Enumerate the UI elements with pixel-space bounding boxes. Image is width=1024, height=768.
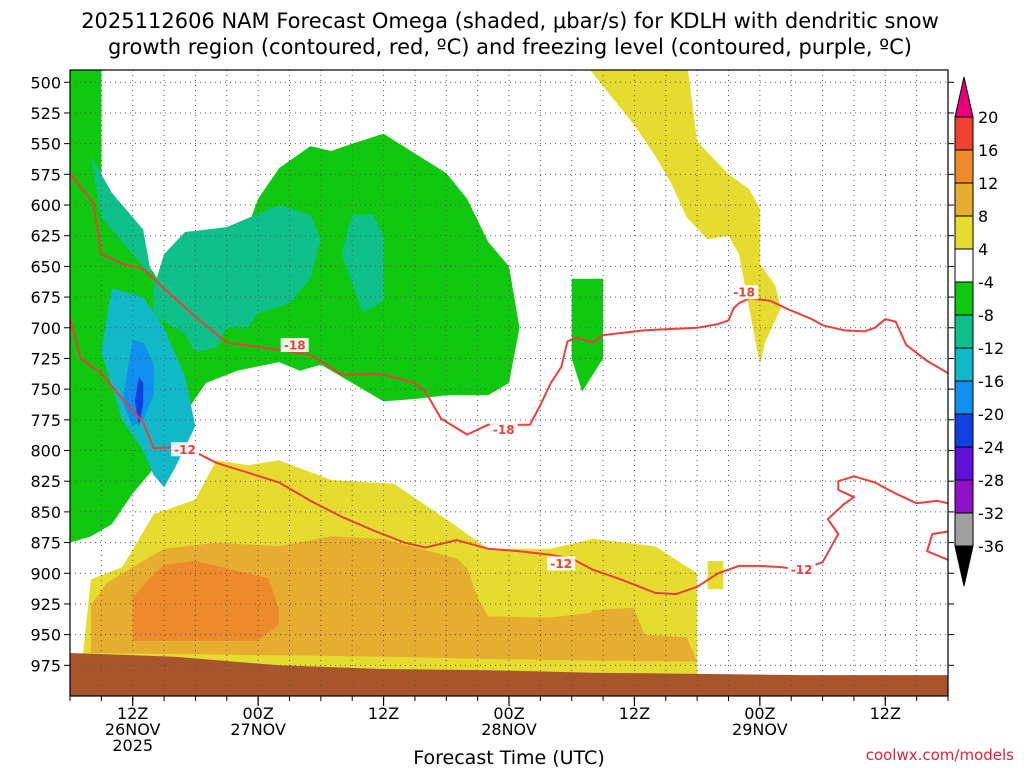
- colorbar-label-8: -16: [978, 372, 1004, 391]
- omega-region-neg12_neg8-9: [341, 214, 384, 313]
- colorbar-box-neg8_neg4: [954, 281, 974, 316]
- y-tick-label-975: 975: [30, 656, 61, 675]
- colorbar-label-3: 8: [978, 207, 988, 226]
- omega-region-neg24_neg20-12: [134, 376, 144, 426]
- omega-region-neg20_neg16-11: [122, 340, 154, 426]
- contour-label-4: -12: [550, 557, 572, 571]
- colorbar-label-9: -20: [978, 405, 1004, 424]
- omega-region-neg8_neg4-7: [571, 278, 604, 392]
- y-tick-label-900: 900: [30, 564, 61, 583]
- colorbar-label-0: 20: [978, 108, 998, 127]
- x-tick-label-66-l1: 00Z: [744, 704, 775, 723]
- y-tick-label-950: 950: [30, 626, 61, 645]
- colorbar-label-5: -4: [978, 273, 994, 292]
- contour-label-bg-3: [170, 442, 199, 457]
- title-line-2: growth region (contoured, red, ºC) and f…: [108, 35, 912, 59]
- colorbar-box-8_12: [954, 182, 974, 217]
- omega-region-8_12-4: [582, 607, 635, 645]
- contour-label-3: -12: [174, 443, 196, 457]
- y-tick-label-825: 825: [30, 472, 61, 491]
- colorbar-label-10: -24: [978, 438, 1004, 457]
- contour-label-bg-1: [489, 422, 518, 437]
- x-tick-label-6-l1: 12Z: [117, 704, 148, 723]
- y-tick-label-500: 500: [30, 73, 61, 92]
- contour-labels: -18 -18 -18 -12 -12 -12: [170, 285, 816, 577]
- colorbar-label-13: -36: [978, 537, 1004, 556]
- contour-label-bg-0: [280, 337, 309, 352]
- x-tick-label-6-l2: 26NOV: [105, 720, 161, 739]
- colorbar-label-1: 16: [978, 141, 998, 160]
- y-tick-label-875: 875: [30, 534, 61, 553]
- contour-label-1: -18: [493, 423, 515, 437]
- colorbar-bottom-arrow: [954, 545, 974, 587]
- omega-region-12_16-5: [132, 561, 279, 641]
- x-tick-label-78-l1: 12Z: [870, 704, 901, 723]
- x-tick-label-18-l2: 27NOV: [230, 720, 286, 739]
- colorbar-box-neg16_neg12: [954, 347, 974, 382]
- colorbar-top-arrow: [954, 76, 974, 118]
- site-credit: coolwx.com/models: [866, 746, 1014, 764]
- y-tick-label-800: 800: [30, 442, 61, 461]
- y-tick-label-650: 650: [30, 257, 61, 276]
- y-tick-label-525: 525: [30, 104, 61, 123]
- y-tick-label-750: 750: [30, 380, 61, 399]
- contour-label-bg-5: [787, 562, 816, 577]
- colorbar-label-7: -12: [978, 339, 1004, 358]
- colorbar-legend: 20 16 12 8 4 -4 -8 -12 -16 -20 -24 -28 -32 -36: [954, 76, 1004, 587]
- colorbar-label-2: 12: [978, 174, 998, 193]
- x-tick-label-66-l2: 29NOV: [732, 720, 788, 739]
- y-tick-label-925: 925: [30, 595, 61, 614]
- y-tick-label-600: 600: [30, 196, 61, 215]
- x-tick-label-6-l3: 2025: [112, 736, 153, 755]
- pressure-axis: 500 525 550 575 600 625 650 675 700 725 750 775 800 8…: [30, 73, 954, 675]
- colorbar-label-6: -8: [978, 306, 994, 325]
- contour-label-bg-2: [730, 285, 759, 300]
- y-tick-label-700: 700: [30, 319, 61, 338]
- omega-region-neg8_neg4-6: [70, 70, 520, 543]
- colorbar-box-12_16: [954, 149, 974, 184]
- x-tick-label-42-l2: 28NOV: [481, 720, 537, 739]
- y-tick-label-550: 550: [30, 135, 61, 154]
- x-tick-label-30-l1: 12Z: [368, 704, 399, 723]
- omega-region-neg12_neg8-8: [70, 131, 321, 353]
- y-tick-label-675: 675: [30, 288, 61, 307]
- y-tick-label-625: 625: [30, 227, 61, 246]
- omega-shading: [70, 70, 781, 678]
- colorbar-box-neg4_4: [954, 248, 974, 283]
- title-line-1: 2025112606 NAM Forecast Omega (shaded, μ…: [81, 9, 939, 33]
- y-tick-label-850: 850: [30, 503, 61, 522]
- isotherm--12-2: [926, 530, 948, 561]
- isotherm--18-0: [70, 172, 948, 436]
- colorbar-box-neg28_neg24: [954, 446, 974, 481]
- omega-region-4_8-2: [590, 70, 781, 365]
- colorbar-box-neg12_neg8: [954, 314, 974, 349]
- x-tick-label-54-l1: 12Z: [619, 704, 650, 723]
- colorbar-label-12: -32: [978, 504, 1004, 523]
- y-tick-label-775: 775: [30, 411, 61, 430]
- colorbar-box-neg32_neg28: [954, 479, 974, 514]
- isotherm-contours: [70, 172, 948, 596]
- colorbar-box-16_20: [954, 116, 974, 151]
- y-tick-label-575: 575: [30, 165, 61, 184]
- colorbar-box-neg24_neg20: [954, 413, 974, 448]
- contour-label-bg-4: [547, 556, 576, 571]
- colorbar-box-neg20_neg16: [954, 380, 974, 415]
- isotherm--12-1: [70, 317, 948, 596]
- x-tick-label-42-l1: 00Z: [493, 704, 524, 723]
- colorbar-box-4_8: [954, 215, 974, 250]
- y-tick-label-725: 725: [30, 349, 61, 368]
- contour-label-0: -18: [284, 338, 306, 352]
- contour-label-2: -18: [733, 286, 755, 300]
- contour-label-5: -12: [791, 563, 813, 577]
- x-tick-label-18-l1: 00Z: [242, 704, 273, 723]
- colorbar-label-4: 4: [978, 240, 988, 259]
- x-axis-label: Forecast Time (UTC): [413, 747, 604, 768]
- colorbar-label-11: -28: [978, 471, 1004, 490]
- colorbar-box-neg36_neg32: [954, 512, 974, 547]
